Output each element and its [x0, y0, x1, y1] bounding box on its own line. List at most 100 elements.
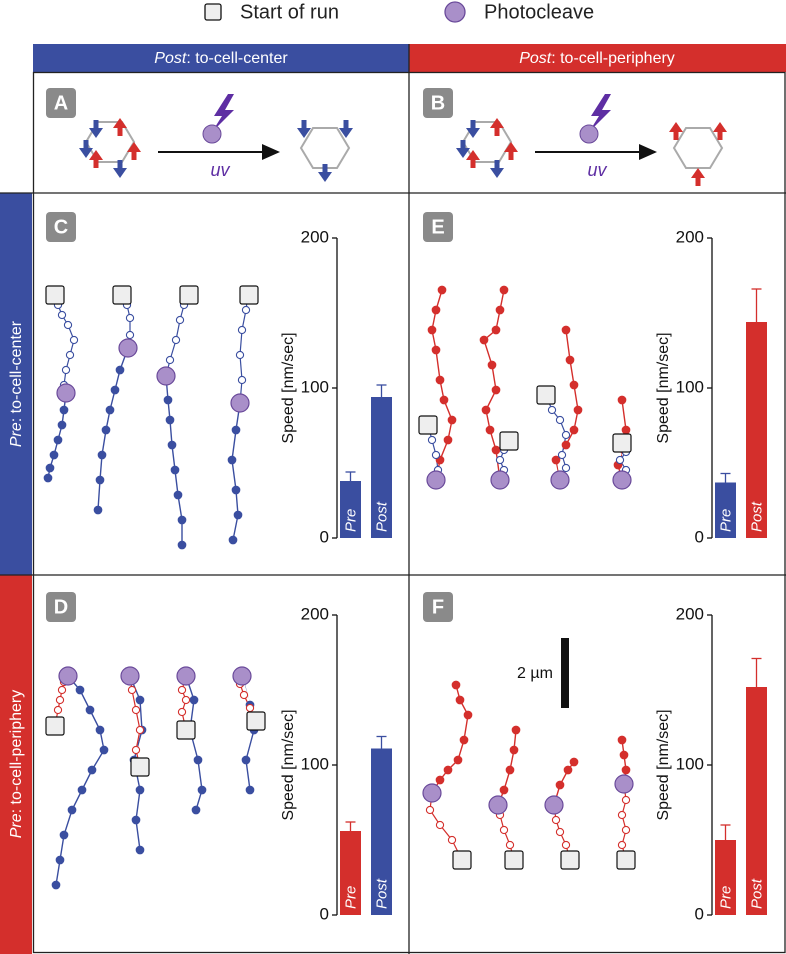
y-tick-label: 0: [695, 527, 704, 546]
bar-category-label: Pre: [717, 886, 734, 909]
track-point: [167, 440, 177, 450]
track-point: [485, 425, 495, 435]
row-title: Pre: to-cell-center: [8, 320, 25, 447]
track-point: [561, 440, 571, 450]
track-point: [491, 325, 501, 335]
track-point: [197, 785, 207, 795]
track-point: [495, 455, 505, 465]
track-point: [163, 395, 173, 405]
track-point: [53, 705, 63, 715]
track-point: [53, 435, 63, 445]
arrow-label: uv: [587, 160, 607, 180]
track-point: [131, 705, 141, 715]
track-point: [110, 385, 120, 395]
track-point: [617, 735, 627, 745]
bar-category-label: Pre: [342, 509, 359, 532]
y-axis-label: Speed [nm/sec]: [280, 332, 297, 443]
track-point: [621, 765, 631, 775]
track-point: [57, 420, 67, 430]
track-point: [135, 785, 145, 795]
y-axis-label: Speed [nm/sec]: [655, 332, 672, 443]
bar: [371, 748, 392, 915]
track-point: [127, 685, 137, 695]
bar-category-label: Pre: [717, 509, 734, 532]
track-point: [59, 405, 69, 415]
track-point: [237, 375, 247, 385]
track-point: [231, 425, 241, 435]
y-tick-label: 0: [320, 904, 329, 923]
diagram-a: uv: [79, 94, 353, 182]
scale-label: 2 µm: [517, 665, 553, 682]
track-point: [241, 305, 251, 315]
track-point: [97, 450, 107, 460]
track-point: [495, 305, 505, 315]
bar: [746, 322, 767, 538]
track-point: [563, 765, 573, 775]
track-point: [95, 725, 105, 735]
track-point: [617, 840, 627, 850]
track-point: [491, 385, 501, 395]
track-point: [177, 685, 187, 695]
track-point: [615, 455, 625, 465]
track-point: [43, 473, 53, 483]
track-point: [511, 725, 521, 735]
letter-box: [423, 592, 453, 622]
track-point: [57, 685, 67, 695]
track-point: [69, 335, 79, 345]
column-header: [409, 44, 786, 72]
track-point: [181, 695, 191, 705]
track-point: [245, 703, 255, 713]
trajectories: [43, 285, 631, 890]
column-header: [33, 44, 409, 72]
track-point: [499, 825, 509, 835]
panel-letter: E: [431, 216, 444, 238]
track-point: [45, 463, 55, 473]
track-point: [555, 827, 565, 837]
bar: [746, 687, 767, 915]
track-point: [170, 465, 180, 475]
track-point: [239, 690, 249, 700]
track-point: [241, 755, 251, 765]
track-point: [57, 310, 67, 320]
track-point: [93, 505, 103, 515]
track-point: [228, 535, 238, 545]
track-point: [561, 325, 571, 335]
track-point: [67, 805, 77, 815]
bar-category-label: Post: [373, 501, 390, 532]
track-point: [447, 415, 457, 425]
track-point: [437, 285, 447, 295]
track-point: [99, 745, 109, 755]
legend-start: Start of run: [240, 1, 339, 23]
track-point: [125, 330, 135, 340]
track-point: [77, 785, 87, 795]
track-point: [443, 435, 453, 445]
track-point: [51, 880, 61, 890]
bar-category-label: Pre: [342, 886, 359, 909]
track-point: [499, 285, 509, 295]
track-point: [131, 745, 141, 755]
letter-box: [423, 88, 453, 118]
track-point: [87, 765, 97, 775]
y-tick-label: 200: [301, 604, 329, 623]
bar: [340, 831, 361, 915]
bar-category-label: Post: [373, 878, 390, 909]
bar-category-label: Post: [748, 878, 765, 909]
track-point: [227, 455, 237, 465]
track-point: [125, 313, 135, 323]
y-tick-label: 200: [676, 604, 704, 623]
letter-box: [46, 212, 76, 242]
y-tick-label: 100: [301, 754, 329, 773]
track-point: [435, 775, 445, 785]
track-point: [569, 425, 579, 435]
panel-letter: A: [54, 92, 68, 114]
track-point: [569, 380, 579, 390]
column-title: Post: to-cell-periphery: [519, 50, 675, 67]
track-point: [551, 455, 561, 465]
track-point: [165, 415, 175, 425]
track-point: [49, 450, 59, 460]
track-point: [177, 540, 187, 550]
legend-photocleave: Photocleave: [484, 1, 594, 23]
y-axis-label: Speed [nm/sec]: [280, 709, 297, 820]
track-point: [427, 325, 437, 335]
diagram-b: uv: [456, 94, 727, 186]
